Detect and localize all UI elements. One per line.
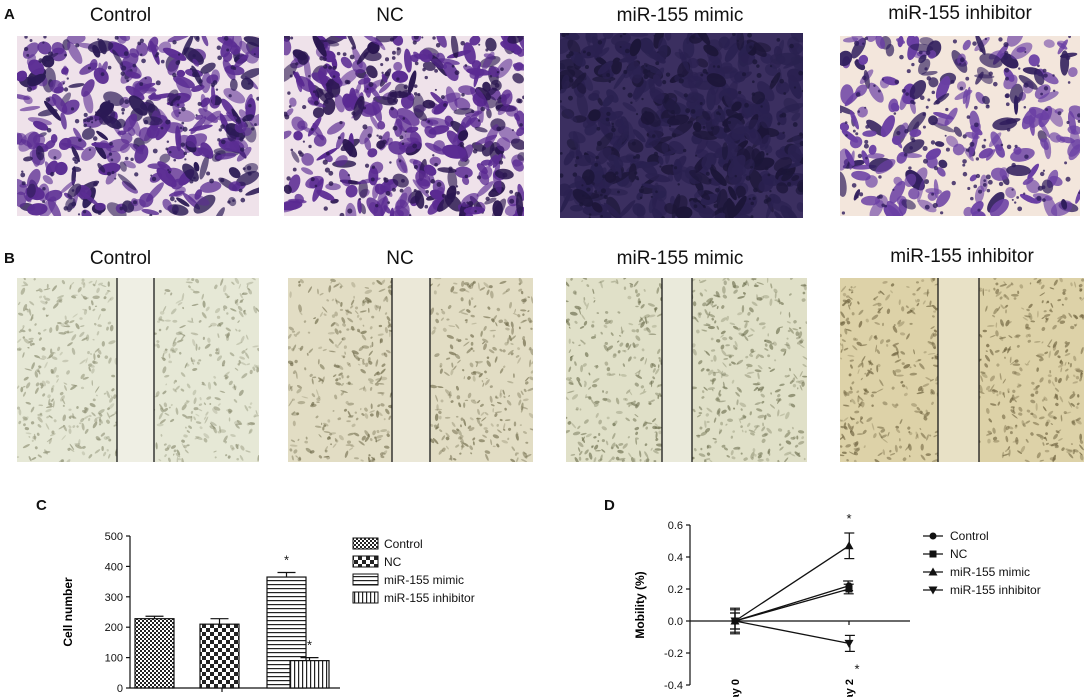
data-point [844, 541, 854, 550]
transwell-image-mimic [560, 33, 803, 218]
legend-swatch [352, 555, 379, 568]
significance-marker: * [284, 552, 289, 567]
panel-letter-b: B [4, 250, 15, 267]
series-line-1 [734, 588, 850, 622]
y-tick-label: 0 [117, 683, 123, 695]
legend-label: NC [384, 555, 402, 569]
mobility-chart: -0.4 -0.2 0.0 0.2 0.4 0.6 Day 0 Day 2 Mobility (… [633, 511, 1041, 697]
panel-letter-c: C [36, 497, 47, 514]
y-tick-label: 400 [105, 561, 123, 573]
panel-b-label-control: Control [89, 248, 152, 269]
legend-marker [929, 550, 937, 558]
legend-label: miR-155 inhibitor [950, 583, 1041, 597]
transwell-image-nc [284, 36, 524, 216]
legend-label: miR-155 mimic [384, 573, 464, 587]
panel-b-label-inhibitor: miR-155 inhibitor [890, 246, 1034, 267]
y-tick-label: 0.6 [668, 520, 683, 532]
legend-marker [928, 586, 938, 595]
y-tick-label: 200 [105, 622, 123, 634]
x-tick-label: Day 0 [730, 679, 742, 697]
wound-image-control [17, 278, 259, 462]
legend-label: Control [384, 537, 423, 551]
y-tick-label: 0.2 [668, 584, 683, 596]
x-tick-label: Day 2 [844, 679, 856, 697]
data-point [845, 585, 853, 593]
series-line-3 [734, 620, 850, 645]
bar-3 [289, 660, 330, 689]
y-tick-label: -0.4 [664, 680, 683, 692]
series-line-2 [734, 545, 850, 622]
panel-a-label-nc: NC [376, 5, 404, 26]
legend-swatch [352, 537, 379, 550]
y-tick-label: 100 [105, 653, 123, 665]
bar-1 [199, 623, 240, 689]
y-tick-label: 300 [105, 592, 123, 604]
significance-marker: * [307, 638, 312, 653]
panel-b-label-mimic: miR-155 mimic [616, 248, 744, 269]
wound-image-mimic [566, 278, 807, 462]
cell-number-chart: 0 100 200 300 400 500 Cell number * * Control NC mi… [61, 531, 475, 695]
significance-marker: * [846, 511, 851, 526]
legend-marker [928, 567, 938, 576]
transwell-image-inhibitor [840, 36, 1080, 216]
significance-marker: * [854, 661, 859, 676]
y-axis-label: Cell number [61, 577, 75, 647]
legend-label: miR-155 mimic [950, 565, 1030, 579]
wound-image-inhibitor [840, 278, 1084, 462]
transwell-image-control [17, 36, 259, 216]
legend-label: NC [950, 547, 968, 561]
wound-image-nc [288, 278, 533, 462]
panel-letter-a: A [4, 6, 15, 23]
legend-swatch [352, 591, 379, 604]
panel-letter-d: D [604, 497, 615, 514]
y-tick-label: 0.4 [668, 552, 683, 564]
panel-a-label-control: Control [89, 5, 152, 26]
data-point [844, 639, 854, 648]
bar-0 [134, 618, 175, 689]
panel-b-label-nc: NC [386, 248, 414, 269]
legend-marker [929, 532, 937, 540]
legend-label: miR-155 inhibitor [384, 591, 475, 605]
y-axis-label: Mobility (%) [633, 571, 647, 638]
y-tick-label: -0.2 [664, 648, 683, 660]
data-point [730, 617, 740, 626]
y-tick-label: 0.0 [668, 616, 683, 628]
legend-label: Control [950, 529, 989, 543]
y-tick-label: 500 [105, 531, 123, 543]
legend-swatch [352, 573, 379, 586]
panel-a-label-inhibitor: miR-155 inhibitor [888, 3, 1032, 24]
panel-a-label-mimic: miR-155 mimic [616, 5, 744, 26]
